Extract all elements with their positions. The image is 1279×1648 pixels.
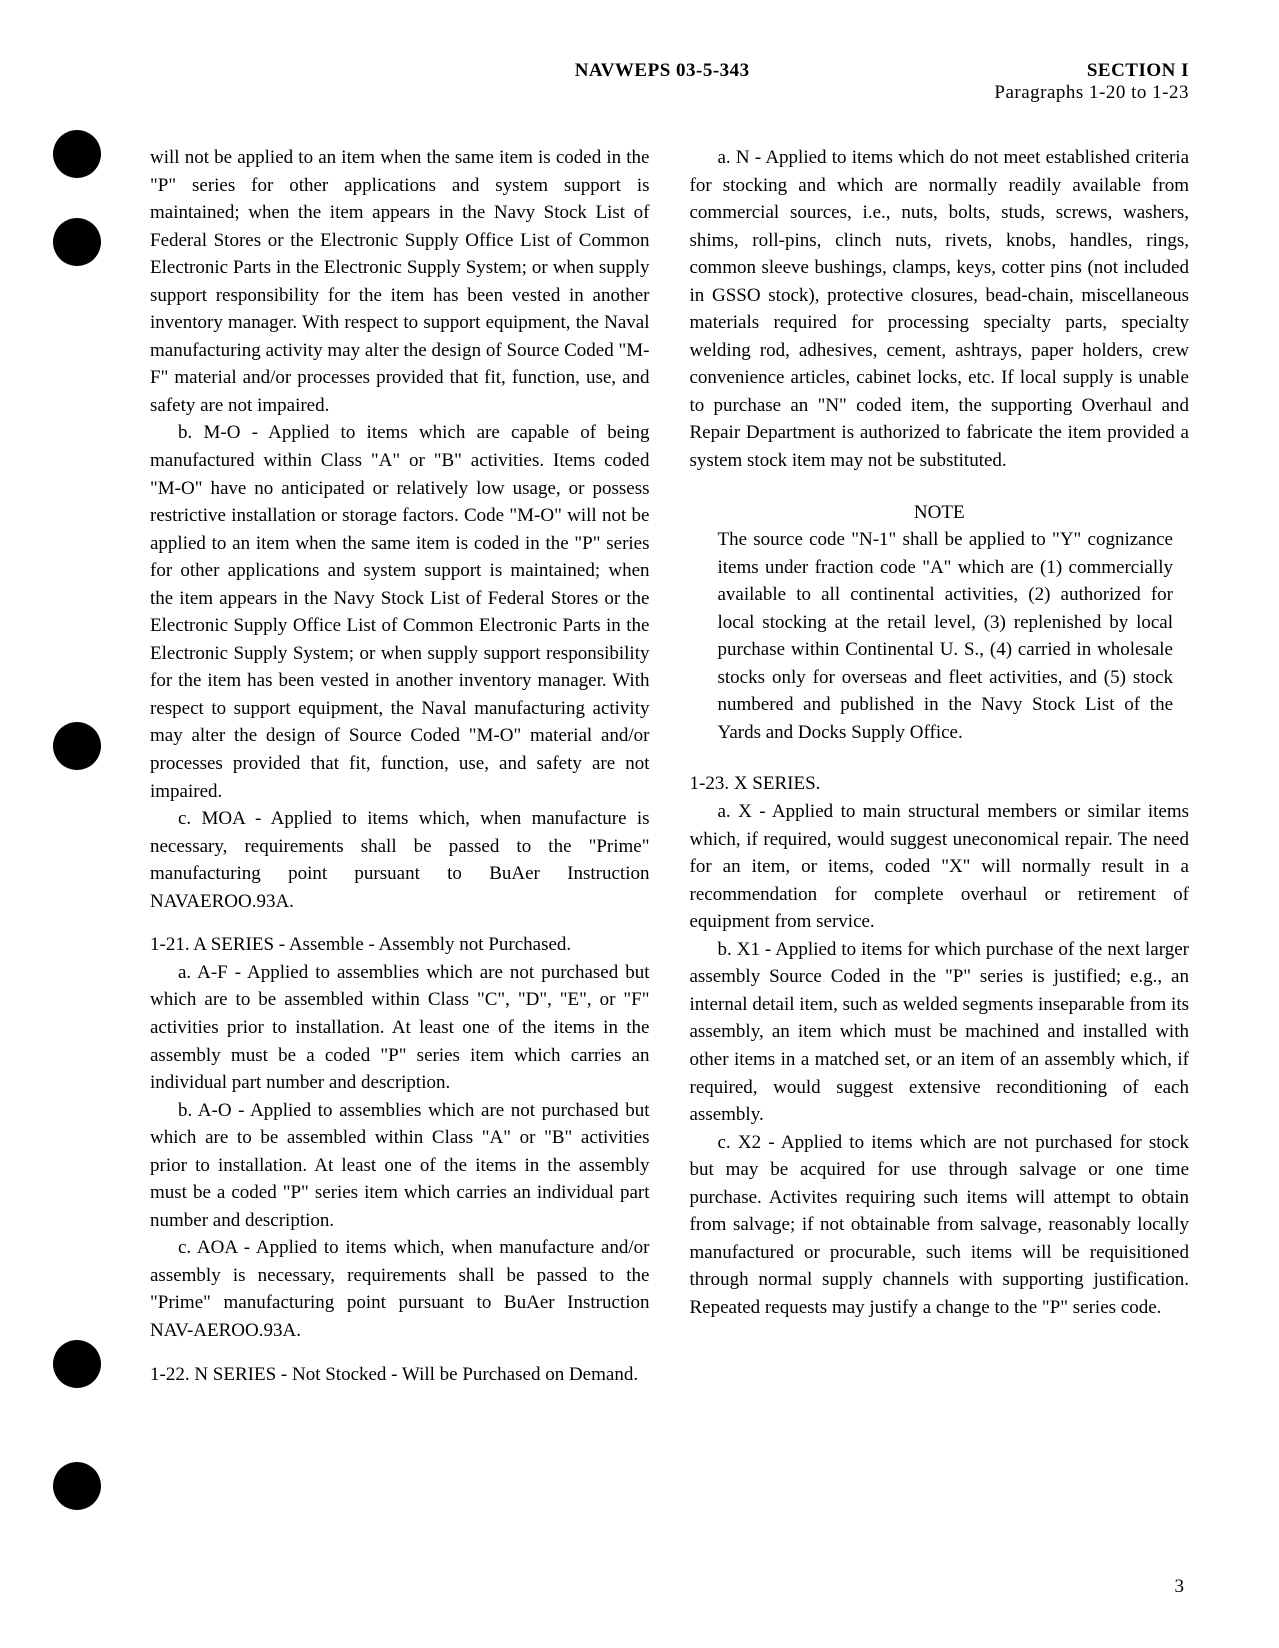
- punch-hole: [53, 722, 101, 770]
- paragraph-text: a. N - Applied to items which do not mee…: [690, 144, 1190, 475]
- series-heading: 1-22. N SERIES - Not Stocked - Will be P…: [150, 1361, 650, 1389]
- paragraph-text: c. MOA - Applied to items which, when ma…: [150, 805, 650, 915]
- section-label: SECTION I: [994, 60, 1189, 82]
- paragraph-range: Paragraphs 1-20 to 1-23: [994, 82, 1189, 104]
- right-column: a. N - Applied to items which do not mee…: [690, 144, 1190, 1388]
- left-column: will not be applied to an item when the …: [150, 144, 650, 1388]
- series-heading: 1-21. A SERIES - Assemble - Assembly not…: [150, 931, 650, 959]
- note-body: The source code "N-1" shall be applied t…: [690, 526, 1190, 746]
- note-heading: NOTE: [690, 499, 1190, 527]
- content-area: will not be applied to an item when the …: [150, 144, 1189, 1388]
- paragraph-text: b. X1 - Applied to items for which purch…: [690, 936, 1190, 1129]
- paragraph-text: a. X - Applied to main structural member…: [690, 798, 1190, 936]
- series-heading: 1-23. X SERIES.: [690, 770, 1190, 798]
- doc-number: NAVWEPS 03-5-343: [150, 60, 994, 104]
- paragraph-text: c. AOA - Applied to items which, when ma…: [150, 1234, 650, 1344]
- punch-hole: [53, 1340, 101, 1388]
- paragraph-text: will not be applied to an item when the …: [150, 144, 650, 419]
- paragraph-text: a. A-F - Applied to assemblies which are…: [150, 959, 650, 1097]
- punch-hole: [53, 130, 101, 178]
- page-number: 3: [1175, 1576, 1185, 1598]
- paragraph-text: c. X2 - Applied to items which are not p…: [690, 1129, 1190, 1322]
- document-header: NAVWEPS 03-5-343 SECTION I Paragraphs 1-…: [150, 60, 1189, 104]
- punch-hole: [53, 1462, 101, 1510]
- paragraph-text: b. M-O - Applied to items which are capa…: [150, 419, 650, 805]
- paragraph-text: b. A-O - Applied to assemblies which are…: [150, 1097, 650, 1235]
- punch-hole: [53, 218, 101, 266]
